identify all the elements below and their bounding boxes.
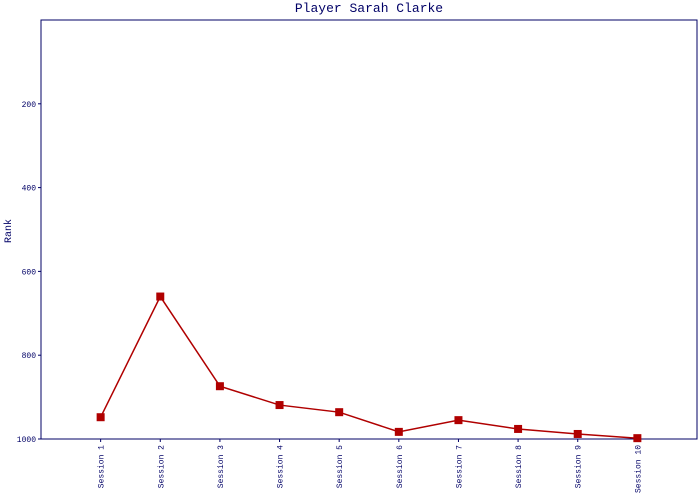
chart-title: Player Sarah Clarke xyxy=(295,1,443,16)
data-point xyxy=(514,424,523,433)
data-point xyxy=(335,408,344,417)
data-point xyxy=(275,401,284,410)
y-tick-label: 200 xyxy=(22,101,37,110)
data-point xyxy=(573,429,582,438)
x-tick-label: Session 4 xyxy=(277,445,286,488)
y-tick-label: 600 xyxy=(22,268,37,277)
x-tick-label: Session 2 xyxy=(157,445,166,488)
y-tick-label: 400 xyxy=(22,185,37,194)
y-tick-label: 1000 xyxy=(17,436,36,445)
x-tick-label: Session 1 xyxy=(98,445,107,488)
data-point xyxy=(215,382,224,391)
x-tick-label: Session 7 xyxy=(455,445,464,488)
x-tick-label: Session 6 xyxy=(396,445,405,488)
y-tick-label: 800 xyxy=(22,352,37,361)
x-tick-label: Session 8 xyxy=(515,445,524,488)
plot-frame xyxy=(40,19,698,440)
data-point xyxy=(454,416,463,425)
y-axis-label: Rank xyxy=(3,219,15,243)
data-point xyxy=(96,413,105,422)
x-tick-label: Session 9 xyxy=(575,445,584,488)
x-tick-label: Session 10 xyxy=(634,445,643,493)
data-point xyxy=(633,434,642,443)
data-point xyxy=(394,427,403,436)
x-tick-label: Session 5 xyxy=(336,445,345,488)
series-line xyxy=(99,295,638,439)
x-tick-label: Session 3 xyxy=(217,445,226,488)
data-point xyxy=(156,292,165,301)
